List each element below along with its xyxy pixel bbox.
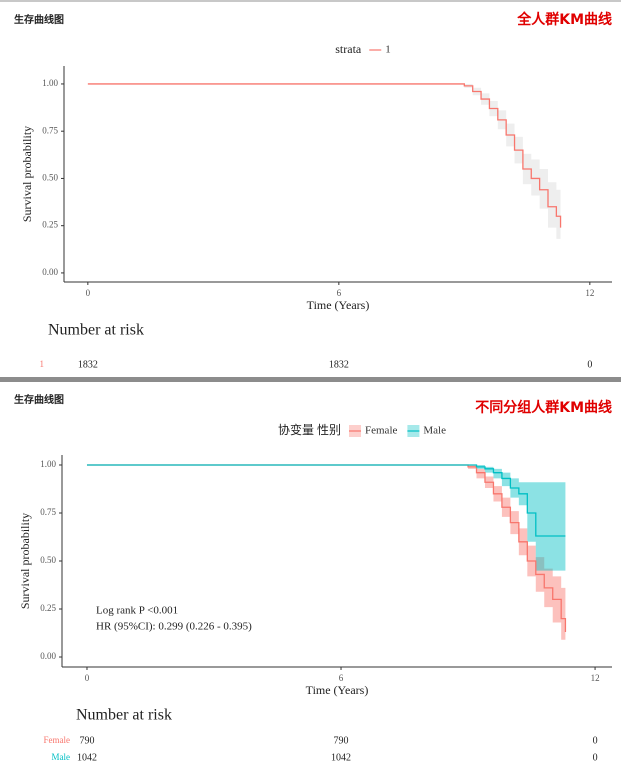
risk-row-name: 1 bbox=[40, 359, 45, 369]
survival-curve bbox=[86, 464, 566, 537]
risk-count: 1042 bbox=[77, 752, 97, 763]
y-axis-label: Survival probability bbox=[18, 513, 32, 609]
risk-count: 1042 bbox=[331, 752, 351, 763]
y-tick-label: 0.25 bbox=[40, 603, 56, 613]
risk-row-name: Male bbox=[52, 752, 71, 762]
legend-title: 协变量 性别 bbox=[278, 422, 341, 437]
annotation: HR (95%CI): 0.299 (0.226 - 0.395) bbox=[96, 621, 252, 633]
top-border bbox=[0, 0, 621, 2]
y-tick-label: 0.50 bbox=[42, 173, 58, 183]
x-tick-label: 0 bbox=[86, 288, 91, 298]
legend-label: Female bbox=[365, 425, 397, 437]
y-tick-label: 0.75 bbox=[42, 125, 58, 135]
survival-curve bbox=[87, 83, 562, 228]
risk-count: 1832 bbox=[329, 359, 349, 370]
y-tick-label: 1.00 bbox=[42, 78, 58, 88]
annotation: Log rank P <0.001 bbox=[96, 605, 178, 617]
legend-label: 1 bbox=[385, 44, 391, 56]
y-tick-label: 0.25 bbox=[42, 220, 58, 230]
panel-badge: 不同分组人群KM曲线 bbox=[475, 399, 612, 416]
y-tick-label: 0.00 bbox=[40, 651, 56, 661]
x-tick-label: 12 bbox=[585, 288, 594, 298]
legend-title: strata bbox=[335, 42, 362, 56]
x-tick-label: 0 bbox=[85, 673, 90, 683]
x-tick-label: 6 bbox=[337, 288, 342, 298]
risk-count: 1832 bbox=[78, 359, 98, 370]
x-tick-label: 6 bbox=[339, 673, 344, 683]
risk-table-title: Number at risk bbox=[76, 707, 172, 724]
x-tick-label: 12 bbox=[591, 673, 600, 683]
y-tick-label: 0.00 bbox=[42, 267, 58, 277]
risk-count: 0 bbox=[593, 752, 598, 763]
divider bbox=[0, 377, 621, 382]
y-tick-label: 0.50 bbox=[40, 555, 56, 565]
x-axis-label: Time (Years) bbox=[307, 298, 370, 312]
risk-count: 790 bbox=[79, 735, 94, 746]
panel-badge: 全人群KM曲线 bbox=[516, 11, 612, 28]
legend-label: Male bbox=[423, 425, 446, 437]
risk-row-name: Female bbox=[44, 735, 71, 745]
risk-count: 790 bbox=[334, 735, 349, 746]
risk-count: 0 bbox=[587, 359, 592, 370]
risk-table-title: Number at risk bbox=[48, 322, 144, 339]
y-axis-label: Survival probability bbox=[20, 126, 34, 222]
panel-title: 生存曲线图 bbox=[14, 13, 64, 26]
survival-curve bbox=[86, 464, 567, 633]
y-tick-label: 0.75 bbox=[40, 507, 56, 517]
y-tick-label: 1.00 bbox=[40, 459, 56, 469]
x-axis-label: Time (Years) bbox=[306, 683, 369, 697]
panel-title: 生存曲线图 bbox=[14, 393, 64, 406]
risk-count: 0 bbox=[593, 735, 598, 746]
